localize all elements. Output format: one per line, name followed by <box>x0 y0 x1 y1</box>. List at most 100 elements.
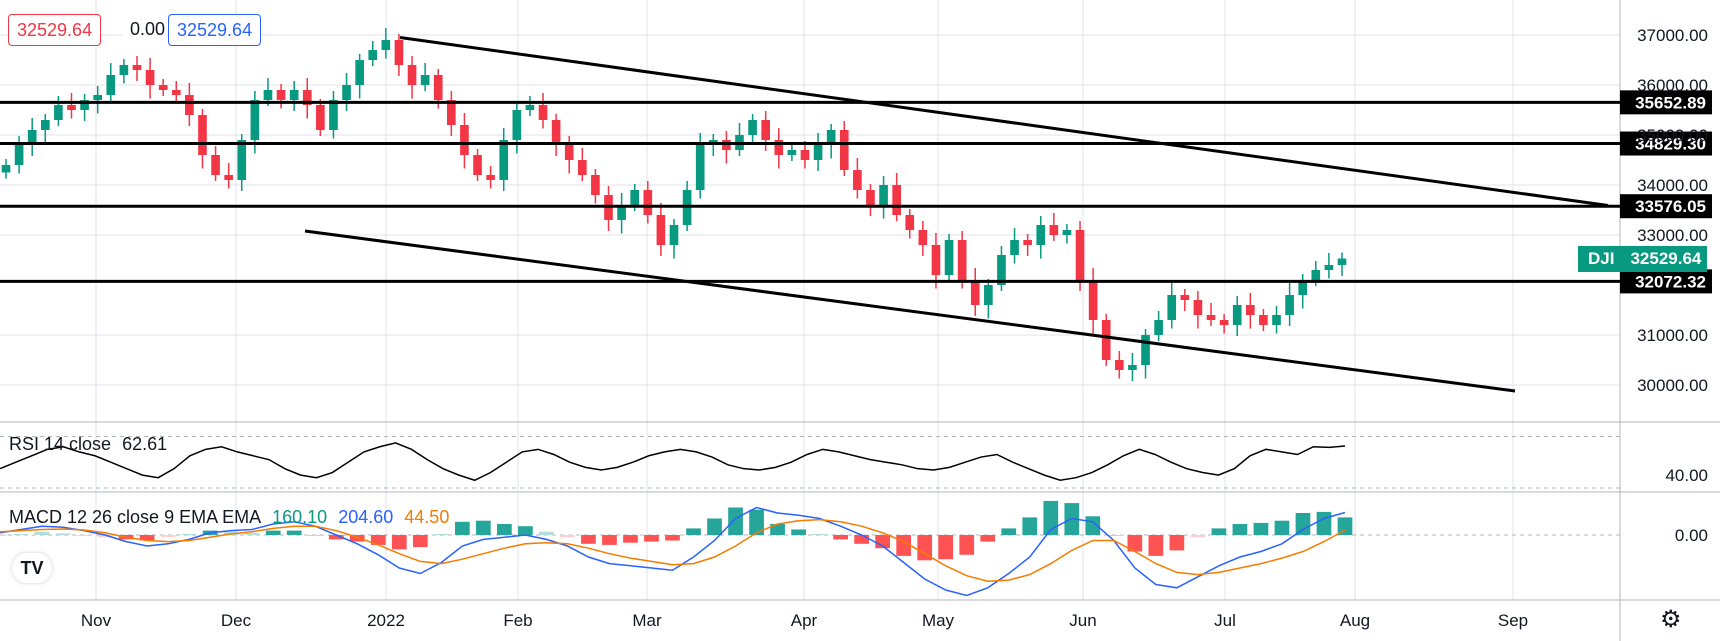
gear-icon[interactable]: ⚙ <box>1660 606 1682 633</box>
macd-histogram-bar <box>665 535 680 541</box>
candle-body <box>656 215 666 245</box>
macd-histogram-bar <box>1001 528 1017 535</box>
price-tick-label: 31000.00 <box>1637 326 1708 345</box>
candlestick-series <box>1 28 1347 381</box>
candle-body <box>1219 320 1229 325</box>
macd-histogram-bar <box>1022 517 1038 535</box>
price-axis: 37000.00 36000.00 35000.00 34000.00 33000.00… <box>1637 26 1708 395</box>
candle-body <box>1337 258 1347 265</box>
macd-histogram-bar <box>34 531 50 535</box>
candle-body <box>1167 295 1177 320</box>
candle-body <box>1245 305 1255 315</box>
price-tick-label: 37000.00 <box>1637 26 1708 45</box>
time-tick-label: Mar <box>632 611 662 630</box>
macd-value-1: 160.10 <box>272 507 328 527</box>
time-tick-label: Nov <box>81 611 112 630</box>
candle-body <box>957 240 967 280</box>
symbol-label: DJI <box>1588 248 1615 268</box>
rsi-value: 62.61 <box>122 434 168 454</box>
macd-value-3: 44.50 <box>404 507 450 527</box>
candle-body <box>1010 240 1019 255</box>
candle-body <box>748 120 757 135</box>
candle-body <box>512 110 522 140</box>
macd-histogram-bar <box>476 520 491 535</box>
macd-histogram-bar <box>644 535 659 542</box>
candle-body <box>158 85 168 90</box>
candle-body <box>1311 270 1321 280</box>
time-tick-label: Aug <box>1340 611 1370 630</box>
candle-body <box>826 130 836 145</box>
horizontal-levels: 35652.89 34829.30 33576.05 32072.32 <box>0 90 1712 294</box>
macd-histogram-bar <box>1148 535 1164 556</box>
candle-body <box>800 150 810 160</box>
macd-histogram-bar <box>1211 528 1227 535</box>
macd-histogram-bar <box>707 518 722 535</box>
candle-body <box>106 75 116 95</box>
candle-body <box>1036 225 1046 245</box>
candle-body <box>289 90 299 100</box>
macd-histogram-bar <box>1253 522 1269 535</box>
macd-histogram-bar <box>581 535 596 544</box>
macd-histogram-bar <box>833 535 848 540</box>
time-tick-label: Jul <box>1214 611 1236 630</box>
level-price-label: 32072.32 <box>1635 272 1706 291</box>
macd-histogram-bar <box>265 530 281 535</box>
candle-body <box>1128 365 1137 370</box>
candle-body <box>839 130 849 170</box>
candle-body <box>250 100 260 140</box>
tradingview-logo-icon[interactable]: TV <box>12 553 52 583</box>
candle-body <box>918 230 928 245</box>
candle-body <box>577 160 587 175</box>
macd-histogram-bar <box>160 535 176 538</box>
rsi-tick-40: 40.00 <box>1665 466 1708 485</box>
time-tick-label: 2022 <box>367 611 405 630</box>
candle-body <box>630 190 640 205</box>
price-tick-label: 30000.00 <box>1637 376 1708 395</box>
candle-body <box>40 120 50 130</box>
candle-body <box>984 285 993 305</box>
macd-histogram-bar <box>349 535 365 542</box>
macd-histogram-bar <box>560 535 575 538</box>
macd-legend[interactable]: MACD 12 26 close 9 EMA EMA 160.10 204.60… <box>9 507 455 528</box>
macd-histogram-bar <box>1169 535 1185 551</box>
macd-histogram-bar <box>1316 511 1332 535</box>
macd-histogram-bar <box>244 532 260 535</box>
time-tick-label: Apr <box>791 611 818 630</box>
macd-histogram-bar <box>854 535 869 544</box>
candle-body <box>538 105 548 120</box>
candle-body <box>1062 230 1072 235</box>
macd-histogram-bar <box>1043 500 1059 535</box>
price-tick-label: 33000.00 <box>1637 226 1708 245</box>
macd-histogram-bar <box>938 535 954 560</box>
candle-body <box>433 75 443 100</box>
candle-body <box>211 155 220 175</box>
candle-body <box>525 105 535 110</box>
candle-body <box>1285 295 1294 315</box>
candle-body <box>486 175 495 180</box>
candle-body <box>866 190 875 205</box>
candle-body <box>879 185 888 205</box>
macd-histogram-bar <box>812 533 827 535</box>
macd-histogram-bar <box>412 535 428 548</box>
rsi-line <box>0 442 1346 482</box>
macd-histogram-bar <box>454 521 470 535</box>
channel-upper-line <box>399 36 1609 207</box>
macd-histogram-bar <box>286 530 302 535</box>
candle-body <box>499 140 509 180</box>
price-label-blue: 32529.64 <box>168 14 262 46</box>
time-tick-label: May <box>922 611 955 630</box>
candle-body <box>1272 315 1281 325</box>
candle-body <box>368 50 378 60</box>
candle-body <box>132 65 142 70</box>
candle-body <box>1180 295 1190 300</box>
price-tick-label: 35000.00 <box>1637 126 1708 145</box>
candle-body <box>970 280 980 305</box>
rsi-legend[interactable]: RSI 14 close 62.61 <box>9 434 173 455</box>
candle-body <box>119 65 129 75</box>
candle-body <box>944 240 954 275</box>
candle-body <box>1232 305 1242 325</box>
macd-histogram-bar <box>391 535 407 550</box>
macd-histogram-bar <box>55 533 71 535</box>
rsi-title: RSI 14 close <box>9 434 112 454</box>
